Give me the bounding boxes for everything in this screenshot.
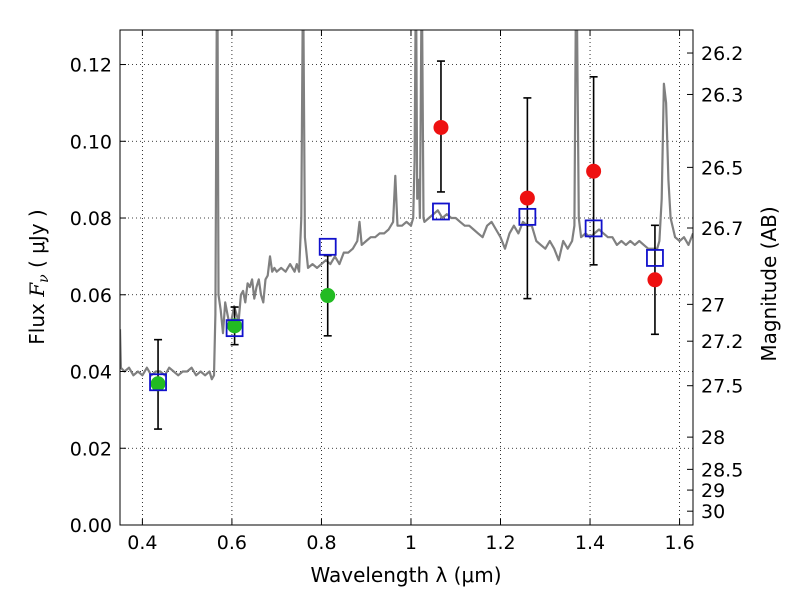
spectrum-series	[120, 30, 693, 381]
y2-tick-label: 26.7	[701, 218, 743, 240]
data-point-square	[584, 219, 603, 238]
y-tick-label: 0.06	[70, 285, 112, 307]
y-tick-label: 0.12	[70, 55, 112, 77]
data-point-circle	[227, 318, 243, 334]
y-axis-label: Flux Fν ( μJy )	[25, 209, 52, 344]
x-tick-label: 0.4	[127, 532, 157, 554]
data-point-circle	[519, 190, 535, 206]
data-point-square	[518, 207, 537, 226]
x-tick-label: 1.2	[485, 532, 515, 554]
data-point-circle	[433, 119, 449, 135]
plot-area	[120, 30, 693, 430]
data-point-square	[225, 319, 244, 338]
x-axis-label: Wavelength λ (μm)	[310, 563, 501, 587]
y2-tick-label: 30	[701, 501, 725, 523]
data-markers	[149, 119, 664, 392]
data-point-square	[149, 373, 167, 392]
y-tick-label: 0.02	[70, 438, 112, 460]
y2-tick-label: 29	[701, 480, 725, 502]
y2-tick-label: 26.3	[701, 84, 743, 106]
x-tick-label: 1.4	[575, 532, 605, 554]
data-point-circle	[586, 163, 602, 179]
spectrum-line	[120, 30, 693, 381]
y-axis-label-symbol: F	[25, 282, 49, 298]
y2-tick-label: 27	[701, 294, 725, 316]
x-axis: 0.4 0.6 0.8 1 1.2 1.4 1.6	[127, 30, 695, 554]
y-axis-label-prefix: Flux	[25, 297, 49, 345]
x-tick-label: 1	[405, 532, 417, 554]
y-tick-label: 0.08	[70, 208, 112, 230]
data-point-circle	[320, 288, 336, 304]
y-tick-label: 0.00	[70, 515, 112, 537]
data-point-square	[646, 249, 664, 267]
y2-tick-label: 26.2	[701, 43, 743, 65]
x-tick-label: 0.8	[306, 532, 336, 554]
y2-tick-label: 26.5	[701, 157, 743, 179]
x-tick-label: 0.6	[217, 532, 247, 554]
y2-tick-label: 28	[701, 427, 725, 449]
data-point-square	[432, 202, 450, 221]
data-point-circle	[647, 272, 663, 288]
y2-tick-label: 28.5	[701, 459, 743, 481]
y-axis-label-subscript: ν	[36, 274, 52, 283]
grid	[120, 30, 693, 526]
y-tick-label: 0.04	[70, 362, 112, 384]
data-point-circle	[150, 376, 166, 392]
y2-tick-label: 27.5	[701, 376, 743, 398]
y-axis-label-suffix: ( μJy )	[25, 209, 49, 274]
data-point-square	[318, 237, 337, 256]
y-axis: 0.00 0.02 0.04 0.06 0.08 0.10 0.12	[70, 55, 126, 537]
x-tick-label: 1.6	[664, 532, 694, 554]
plot-frame	[119, 29, 694, 526]
y2-tick-label: 27.2	[701, 331, 743, 353]
y2-axis-label: Magnitude (AB)	[757, 206, 781, 361]
y-tick-label: 0.10	[70, 131, 112, 153]
